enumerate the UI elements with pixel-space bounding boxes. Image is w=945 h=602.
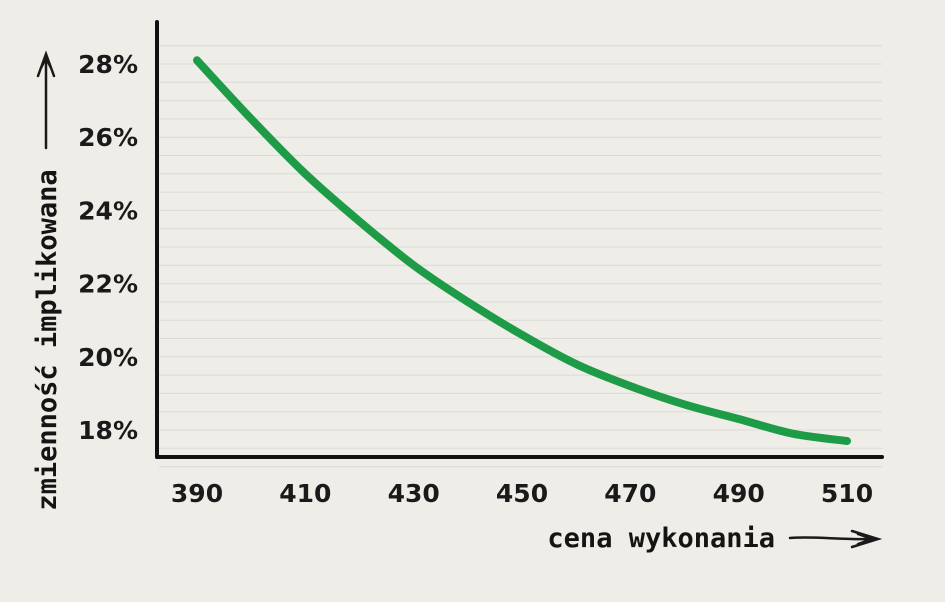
y-axis-label: zmienność implikowana <box>32 169 63 510</box>
x-tick-labels: 390 410 430 450 470 490 510 <box>171 479 873 508</box>
x-axis-label: cena wykonania <box>547 523 775 554</box>
y-tick-labels: 18% 20% 22% 24% 26% 28% <box>78 50 138 445</box>
x-tick-label: 470 <box>604 479 656 508</box>
x-tick-label: 390 <box>171 479 223 508</box>
x-tick-label: 510 <box>821 479 873 508</box>
y-tick-label: 20% <box>78 343 138 372</box>
series-layer <box>193 56 851 445</box>
x-tick-label: 490 <box>713 479 765 508</box>
y-tick-label: 28% <box>78 50 138 79</box>
x-axis-arrow-icon <box>788 529 883 549</box>
grid-lines <box>159 45 882 468</box>
x-tick-label: 450 <box>496 479 548 508</box>
x-tick-label: 430 <box>388 479 440 508</box>
y-tick-label: 22% <box>78 270 138 299</box>
y-tick-label: 24% <box>78 196 138 225</box>
y-axis-arrow-icon <box>36 50 56 150</box>
y-tick-label: 18% <box>78 416 138 445</box>
y-tick-label: 26% <box>78 123 138 152</box>
x-tick-label: 410 <box>279 479 331 508</box>
series-line <box>193 56 851 445</box>
axes <box>36 20 884 549</box>
